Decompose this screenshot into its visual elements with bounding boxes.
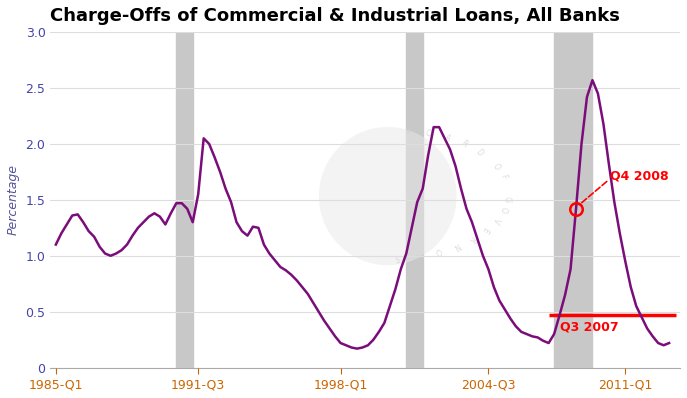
Text: R: R	[459, 139, 469, 150]
Text: O: O	[424, 128, 433, 139]
Text: F: F	[498, 174, 508, 180]
Text: G: G	[502, 195, 511, 202]
Text: S: S	[395, 252, 401, 261]
Text: A: A	[442, 133, 451, 143]
Text: O: O	[497, 206, 508, 214]
Text: E: E	[480, 225, 491, 234]
Text: Q4 2008: Q4 2008	[610, 170, 668, 183]
Text: D: D	[473, 147, 484, 157]
Text: V: V	[491, 216, 501, 224]
Y-axis label: Percentage: Percentage	[7, 164, 20, 235]
Bar	[177, 32, 193, 368]
Text: Charge-Offs of Commercial & Industrial Loans, All Banks: Charge-Offs of Commercial & Industrial L…	[50, 7, 620, 25]
Text: Q3 2007: Q3 2007	[560, 321, 618, 334]
Text: O: O	[491, 162, 501, 171]
Text: O: O	[433, 246, 442, 256]
Text: R: R	[414, 250, 422, 260]
Bar	[406, 32, 423, 368]
Text: B: B	[405, 125, 412, 135]
Text: ●: ●	[308, 105, 466, 281]
Text: R: R	[466, 233, 477, 243]
Text: N: N	[451, 240, 461, 251]
Bar	[554, 32, 592, 368]
